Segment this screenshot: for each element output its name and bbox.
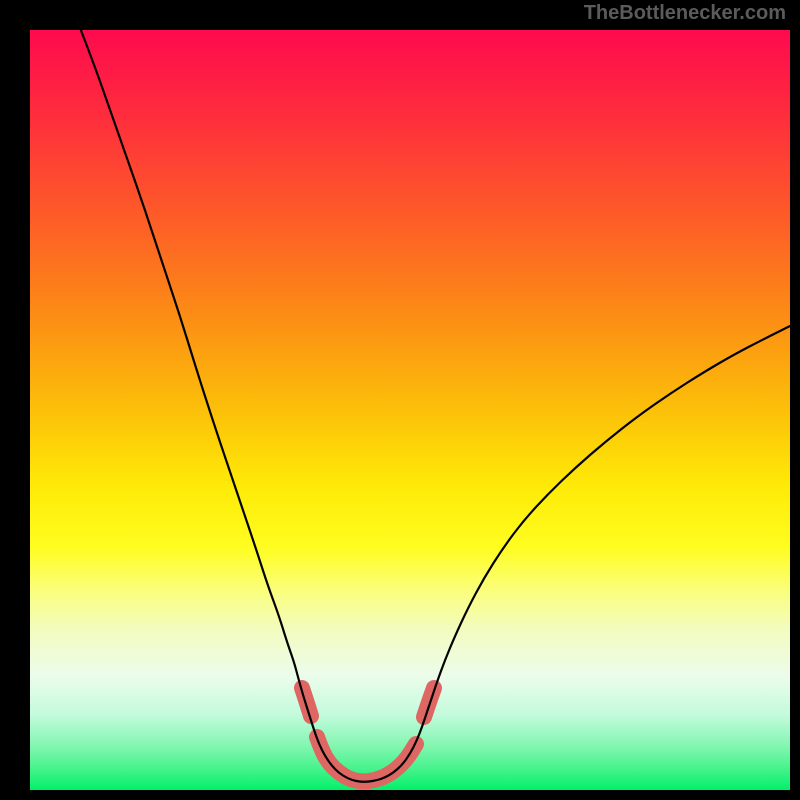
- chart-container: { "watermark": { "text": "TheBottlenecke…: [0, 0, 800, 800]
- chart-svg: [0, 0, 800, 800]
- plot-area: [30, 30, 790, 790]
- watermark-label: TheBottlenecker.com: [584, 2, 786, 25]
